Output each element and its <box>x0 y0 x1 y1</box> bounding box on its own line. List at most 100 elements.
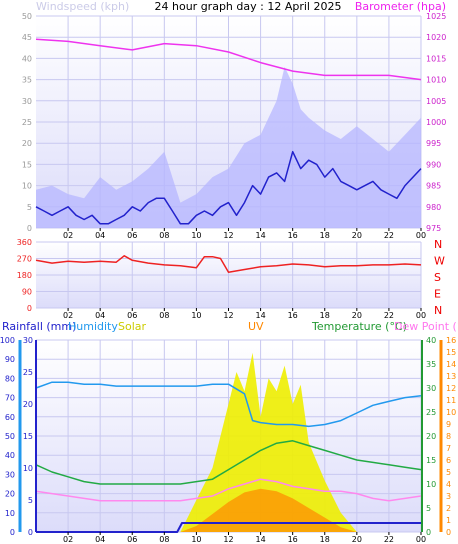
temperature-tick: 25 <box>426 408 436 417</box>
windspeed-tick: 50 <box>22 12 32 21</box>
direction-plot <box>35 255 422 274</box>
x-tick-label: 00 <box>416 535 426 544</box>
direction-tick: 360 <box>17 238 32 247</box>
x-tick-label: 08 <box>159 535 169 544</box>
barometer-tick: 1020 <box>426 33 446 42</box>
x-tick-label: 00 <box>416 311 426 320</box>
direction-axes: 0 90 180 270 360 02 04 06 08 10 12 14 16 18 20 22 00 <box>17 238 426 320</box>
windspeed-tick: 40 <box>22 54 32 63</box>
x-tick-label: 22 <box>384 535 394 544</box>
temperature-tick: 5 <box>426 504 431 513</box>
dewpoint-line <box>35 478 422 502</box>
barometer-line <box>35 38 422 81</box>
compass-label: N <box>434 238 442 251</box>
x-tick-label: 12 <box>223 231 233 240</box>
direction-tick: 0 <box>27 304 32 313</box>
dewpoint-label: Dew Point (°C) <box>394 320 458 333</box>
direction-tick: 90 <box>22 288 32 297</box>
x-tick-label: 06 <box>127 311 137 320</box>
humidity-tick: 60 <box>5 413 15 422</box>
x-tick-label: 18 <box>320 535 330 544</box>
wind-baro-axes: 0510152025303540455097598098599099510001… <box>22 12 447 240</box>
rain-tick: 30 <box>23 336 33 345</box>
x-tick-label: 04 <box>95 535 105 544</box>
compass-label: W <box>434 255 445 268</box>
rain-tick: 15 <box>23 432 33 441</box>
uv-tick: 10 <box>446 408 456 417</box>
x-tick-label: 16 <box>288 311 298 320</box>
windspeed-axis-label: Windspeed (kph) <box>36 0 129 13</box>
temperature-tick: 20 <box>426 432 436 441</box>
humidity-tick: 20 <box>5 490 15 499</box>
humidity-label: Humidity <box>68 320 118 333</box>
x-tick-label: 10 <box>191 311 201 320</box>
uv-tick: 9 <box>446 420 451 429</box>
x-tick-label: 10 <box>191 535 201 544</box>
x-tick-label: 22 <box>384 311 394 320</box>
temperature-tick: 10 <box>426 480 436 489</box>
wind-baro-plot <box>35 38 422 229</box>
x-tick-label: 06 <box>127 231 137 240</box>
uv-tick: 11 <box>446 396 456 405</box>
x-tick-label: 20 <box>352 231 362 240</box>
x-tick-label: 04 <box>95 231 105 240</box>
humidity-line <box>35 381 422 428</box>
windspeed-tick: 25 <box>22 118 32 127</box>
uv-tick: 2 <box>446 504 451 513</box>
x-tick-label: 16 <box>288 231 298 240</box>
humidity-tick: 70 <box>5 394 15 403</box>
temperature-tick: 35 <box>426 360 436 369</box>
uv-tick: 5 <box>446 468 451 477</box>
temperature-tick: 40 <box>426 336 436 345</box>
barometer-tick: 990 <box>426 160 441 169</box>
humidity-tick: 10 <box>5 509 15 518</box>
windspeed-tick: 5 <box>27 203 32 212</box>
barometer-tick: 1010 <box>426 76 446 85</box>
windspeed-tick: 0 <box>27 224 32 233</box>
humidity-tick: 40 <box>5 451 15 460</box>
compass-label: S <box>434 271 441 284</box>
x-tick-label: 06 <box>127 535 137 544</box>
rain-tick: 10 <box>23 464 33 473</box>
x-tick-label: 10 <box>191 231 201 240</box>
uv-tick: 14 <box>446 360 456 369</box>
x-tick-label: 16 <box>288 535 298 544</box>
uv-tick: 1 <box>446 516 451 525</box>
barometer-tick: 1015 <box>426 54 446 63</box>
temperature-line <box>35 440 422 485</box>
uv-tick: 3 <box>446 492 451 501</box>
windspeed-tick: 10 <box>22 182 32 191</box>
x-tick-label: 12 <box>223 311 233 320</box>
uv-tick: 4 <box>446 480 451 489</box>
x-tick-label: 02 <box>63 231 73 240</box>
x-tick-label: 02 <box>63 535 73 544</box>
direction-tick: 180 <box>17 271 32 280</box>
x-tick-label: 20 <box>352 311 362 320</box>
barometer-tick: 985 <box>426 182 441 191</box>
windspeed-tick: 30 <box>22 97 32 106</box>
solar-label: Solar <box>118 320 147 333</box>
direction-line <box>35 255 422 274</box>
temperature-tick: 0 <box>426 528 431 537</box>
x-tick-label: 04 <box>95 311 105 320</box>
uv-tick: 12 <box>446 384 456 393</box>
barometer-tick: 1025 <box>426 12 446 21</box>
rainfall-label: Rainfall (mm) <box>2 320 76 333</box>
windspeed-tick: 45 <box>22 33 32 42</box>
barometer-tick: 995 <box>426 139 441 148</box>
compass-label: N <box>434 304 442 317</box>
chart-title: 24 hour graph day : 12 April 2025 <box>155 0 342 13</box>
windspeed-line <box>35 150 422 225</box>
solar-area <box>180 352 357 532</box>
uv-tick: 15 <box>446 348 456 357</box>
direction-tick: 270 <box>17 255 32 264</box>
x-tick-label: 22 <box>384 231 394 240</box>
temperature-label: Temperature (°C) <box>311 320 407 333</box>
rainfall-line <box>36 522 421 533</box>
x-tick-label: 18 <box>320 311 330 320</box>
uv-label: UV <box>248 320 264 333</box>
humidity-tick: 90 <box>5 355 15 364</box>
barometer-tick: 980 <box>426 203 441 212</box>
